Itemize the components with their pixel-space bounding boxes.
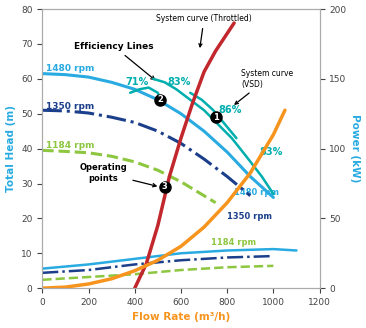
Text: 1: 1 (213, 113, 219, 122)
Text: 71%: 71% (126, 77, 149, 87)
Text: Operating
points: Operating points (80, 163, 156, 187)
Text: 1184 rpm: 1184 rpm (211, 238, 256, 247)
Text: System curve
(VSD): System curve (VSD) (235, 69, 293, 104)
Text: 1480 rpm: 1480 rpm (234, 188, 279, 197)
Y-axis label: Total Head (m): Total Head (m) (5, 105, 16, 192)
Text: Efficiency Lines: Efficiency Lines (74, 42, 154, 80)
Text: 83%: 83% (259, 147, 283, 157)
Text: 3: 3 (162, 182, 168, 192)
Text: System curve (Throttled): System curve (Throttled) (156, 14, 252, 47)
Text: 1480 rpm: 1480 rpm (46, 64, 95, 73)
Text: 1350 rpm: 1350 rpm (46, 102, 95, 111)
Text: 2: 2 (157, 95, 163, 104)
Text: 86%: 86% (218, 105, 241, 115)
Text: 83%: 83% (167, 77, 190, 87)
Text: 1350 rpm: 1350 rpm (227, 212, 272, 221)
X-axis label: Flow Rate (m³/h): Flow Rate (m³/h) (132, 313, 230, 322)
Y-axis label: Power (kW): Power (kW) (350, 114, 361, 183)
Text: 1184 rpm: 1184 rpm (46, 141, 95, 150)
